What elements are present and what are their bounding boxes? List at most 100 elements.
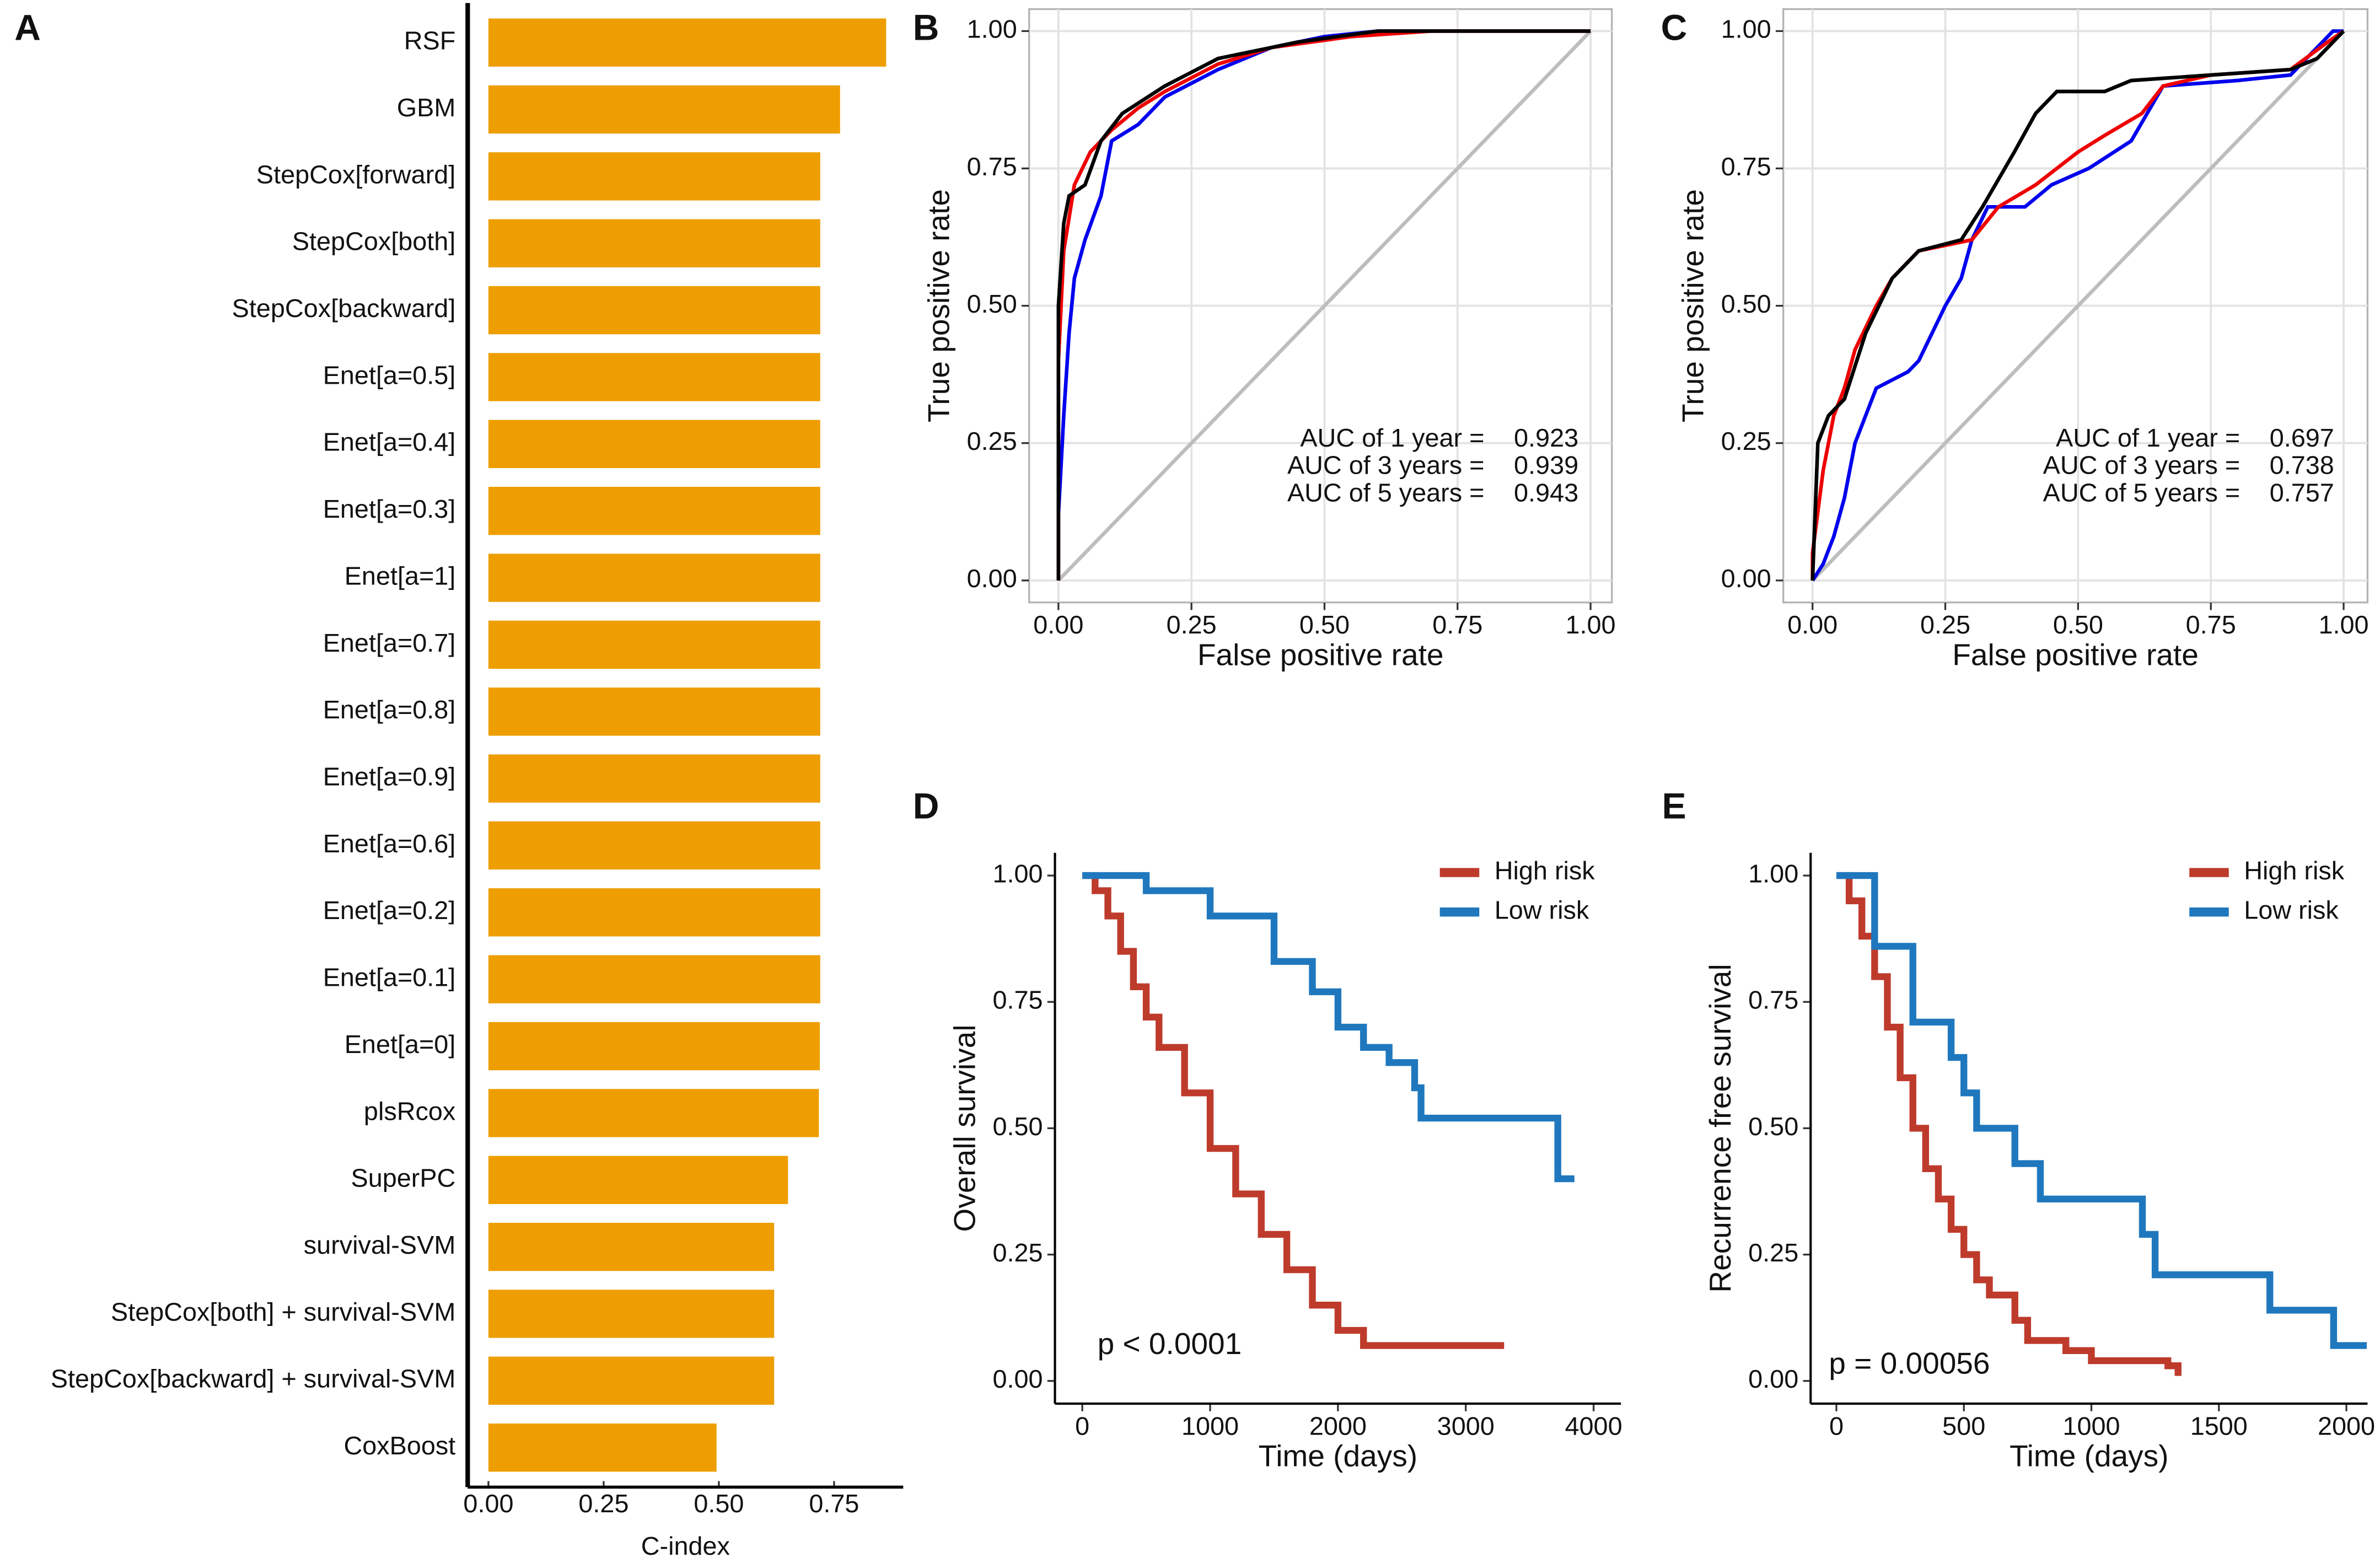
reference-diagonal <box>1811 30 2345 582</box>
y-tick-label: Enet[a=0] <box>345 1030 456 1059</box>
y-axis-label: Recurrence free survival <box>1703 964 1737 1292</box>
bar <box>488 1156 788 1204</box>
y-tick-label: Enet[a=0.7] <box>323 629 456 657</box>
y-tick-label: Enet[a=0.6] <box>323 829 456 858</box>
x-tick-label: 0 <box>1075 1411 1089 1440</box>
bar <box>488 286 820 335</box>
bar <box>488 1356 775 1405</box>
x-tick-label: 0.75 <box>1432 610 1482 639</box>
y-tick-label: StepCox[backward] + survival-SVM <box>51 1365 455 1393</box>
x-tick-label: 0.75 <box>2186 610 2236 639</box>
x-tick-label: 0 <box>1829 1411 1844 1440</box>
p-value: p < 0.0001 <box>1098 1326 1242 1361</box>
x-tick-label: 0.25 <box>1167 610 1217 639</box>
y-tick-label: 1.00 <box>992 859 1043 888</box>
bar <box>488 687 820 736</box>
series-line <box>1836 872 2367 1349</box>
y-tick-label: 0.25 <box>967 427 1017 455</box>
bar <box>488 353 820 401</box>
bar <box>488 18 887 67</box>
y-tick-label: Enet[a=1] <box>345 561 456 590</box>
y-tick-label: 0.25 <box>1748 1238 1798 1267</box>
bar <box>488 821 820 870</box>
x-tick-label: 1.00 <box>1566 610 1616 639</box>
panel-letter: E <box>1662 785 1686 826</box>
legend-label: Low risk <box>1495 896 1589 925</box>
y-tick-label: plsRcox <box>364 1097 455 1125</box>
y-tick-label: Enet[a=0.9] <box>323 762 456 791</box>
y-tick-label: Enet[a=0.5] <box>323 361 456 389</box>
x-tick-label: 3000 <box>1437 1411 1495 1440</box>
x-axis-label: Time (days) <box>1259 1439 1417 1473</box>
auc-value: 0.757 <box>2270 478 2334 507</box>
y-tick-label: StepCox[backward] <box>232 294 456 323</box>
x-tick-label: 0.25 <box>1920 610 1970 639</box>
x-tick-label: 0.75 <box>809 1489 859 1518</box>
series-line <box>1836 872 2182 1376</box>
y-tick-label: RSF <box>404 26 456 55</box>
y-tick-label: 0.75 <box>992 986 1043 1014</box>
y-tick-label: Enet[a=0.4] <box>323 428 456 456</box>
y-tick-label: survival-SVM <box>304 1231 456 1259</box>
series-line <box>1082 872 1505 1349</box>
y-tick-label: Enet[a=0.1] <box>323 963 456 992</box>
x-tick-label: 1000 <box>2062 1411 2120 1440</box>
y-axis-label: Overall survival <box>947 1024 981 1232</box>
y-tick-label: 0.25 <box>992 1238 1043 1267</box>
bar <box>488 888 820 937</box>
bar <box>488 620 820 669</box>
bar <box>488 420 820 469</box>
legend-label: High risk <box>2244 856 2345 885</box>
y-tick-label: Enet[a=0.2] <box>323 896 456 925</box>
x-tick-label: 2000 <box>1309 1411 1367 1440</box>
y-tick-label: CoxBoost <box>343 1431 455 1460</box>
y-tick-label: 0.50 <box>992 1112 1043 1141</box>
reference-diagonal <box>1057 30 1592 582</box>
panel-letter: B <box>913 7 939 48</box>
auc-value: 0.697 <box>2270 423 2334 452</box>
x-axis-label: False positive rate <box>1952 637 2199 672</box>
y-tick-label: 0.50 <box>1721 289 1771 318</box>
y-tick-label: StepCox[both] + survival-SVM <box>111 1297 455 1326</box>
bar <box>488 1222 775 1271</box>
y-tick-label: StepCox[both] <box>292 227 455 256</box>
x-tick-label: 0.50 <box>694 1489 744 1518</box>
x-axis-label: False positive rate <box>1197 637 1444 672</box>
y-tick-label: StepCox[forward] <box>256 160 455 189</box>
x-tick-label: 2000 <box>2318 1411 2375 1440</box>
x-tick-label: 500 <box>1942 1411 1985 1440</box>
y-tick-label: 0.50 <box>1748 1112 1798 1141</box>
y-tick-label: GBM <box>397 93 456 122</box>
y-tick-label: 1.00 <box>967 15 1017 44</box>
panel-letter: A <box>14 7 41 48</box>
bar <box>488 1424 717 1472</box>
y-axis-label: True positive rate <box>922 189 956 422</box>
x-tick-label: 0.50 <box>2053 610 2103 639</box>
x-tick-label: 4000 <box>1565 1411 1623 1440</box>
y-tick-label: 1.00 <box>1748 859 1798 888</box>
x-tick-label: 0.50 <box>1299 610 1350 639</box>
x-tick-label: 1.00 <box>2319 610 2369 639</box>
bar <box>488 85 840 134</box>
auc-value: 0.943 <box>1514 478 1578 507</box>
series-line <box>1056 29 1591 581</box>
bar <box>488 1290 775 1338</box>
p-value: p = 0.00056 <box>1829 1346 1990 1381</box>
y-axis-label: True positive rate <box>1676 189 1710 422</box>
bar <box>488 1022 820 1071</box>
x-axis-label: C-index <box>641 1532 730 1560</box>
series-line <box>1082 872 1575 1183</box>
y-tick-label: 0.25 <box>1721 427 1771 455</box>
x-tick-label: 1000 <box>1181 1411 1239 1440</box>
auc-value: 0.923 <box>1514 423 1578 452</box>
y-tick-label: 0.00 <box>1748 1365 1798 1393</box>
bar <box>488 754 820 803</box>
bar <box>488 152 820 201</box>
x-tick-label: 1500 <box>2190 1411 2248 1440</box>
bar <box>488 219 820 267</box>
legend-label: High risk <box>1495 856 1595 885</box>
x-tick-label: 0.00 <box>463 1489 513 1518</box>
series-line <box>1810 30 2345 581</box>
y-tick-label: 1.00 <box>1721 15 1771 44</box>
